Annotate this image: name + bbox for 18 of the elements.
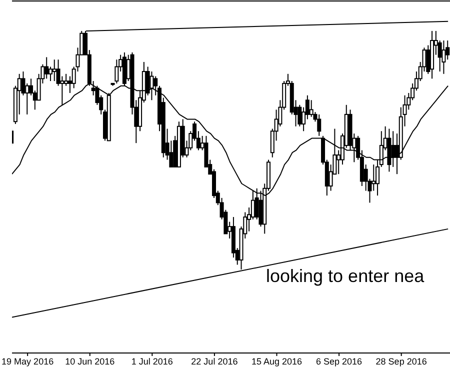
- candlestick: [44, 56, 49, 80]
- candlestick: [391, 130, 396, 168]
- candlestick: [114, 59, 119, 84]
- x-tick-label: 15 Aug 2016: [251, 356, 302, 366]
- x-tick-label: 22 Jul 2016: [191, 356, 238, 366]
- x-tick-label: 19 May 2016: [2, 356, 54, 366]
- candlestick: [298, 104, 302, 127]
- candlestick: [52, 59, 56, 82]
- x-tick-label: 6 Sep 2016: [316, 356, 362, 366]
- annotation: looking to enter nea: [266, 266, 424, 287]
- candlestick: [317, 114, 322, 136]
- x-tick-label: 10 Jun 2016: [65, 356, 115, 366]
- candlestick: [64, 73, 68, 86]
- candlestick: [372, 164, 376, 192]
- x-tick-label: 1 Jul 2016: [131, 356, 173, 366]
- x-tick-label: 28 Sep 2016: [376, 356, 427, 366]
- candlestick: [309, 100, 314, 118]
- candlestick: [442, 40, 446, 74]
